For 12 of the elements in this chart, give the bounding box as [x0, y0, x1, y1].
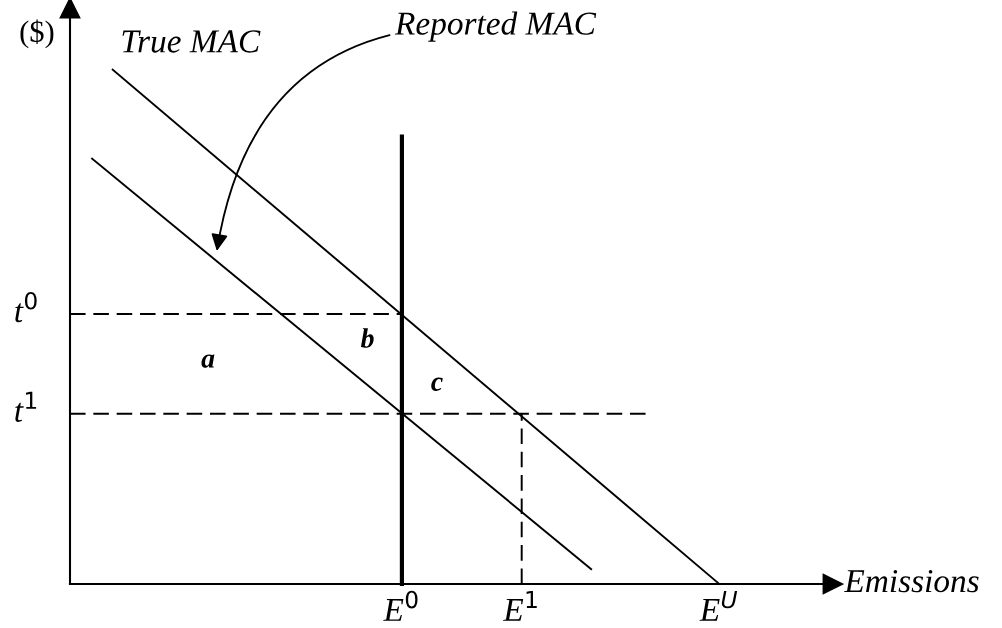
annotation: a [201, 354, 215, 368]
text: Reported MAC [394, 11, 597, 42]
y-axis-title: ($) [20, 19, 54, 49]
annotation: t$^{1}$ [15, 391, 37, 422]
x-tick-label: E$^{U}$ [699, 591, 738, 621]
annotation: c [431, 377, 443, 391]
x-tick-label: E$^{0}$ [383, 590, 418, 621]
x-axis-title: Emissions [844, 569, 979, 593]
x-tick-label: E$^{1}$ [502, 591, 537, 621]
annotation: t$^{0}$ [15, 291, 37, 323]
annotation: b [360, 328, 374, 348]
series-label: True MAC [122, 30, 261, 53]
